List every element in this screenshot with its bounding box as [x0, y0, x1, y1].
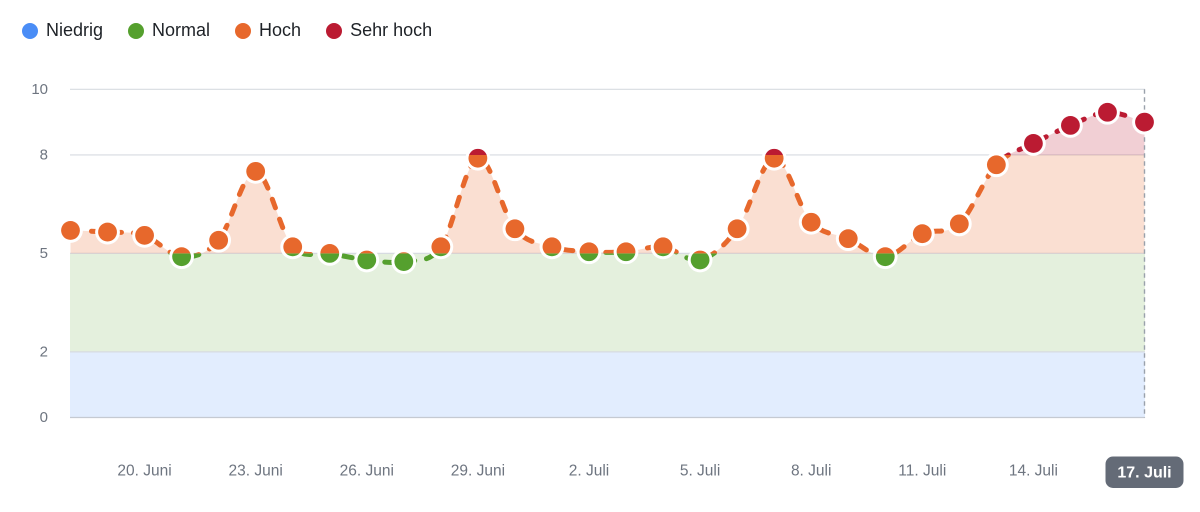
data-point[interactable]	[209, 230, 229, 250]
band-niedrig	[70, 351, 1145, 418]
legend-label: Niedrig	[46, 20, 104, 40]
data-point[interactable]	[246, 161, 266, 181]
data-point[interactable]	[431, 237, 450, 257]
data-point[interactable]	[394, 252, 414, 272]
data-point[interactable]	[542, 237, 562, 256]
legend-item-hoch: Hoch	[235, 20, 301, 41]
data-point[interactable]	[468, 149, 488, 168]
data-point[interactable]	[394, 252, 413, 271]
x-tick-label: 5. Juli	[680, 463, 721, 480]
data-point[interactable]	[1135, 112, 1154, 132]
data-point[interactable]	[431, 237, 451, 256]
data-point[interactable]	[653, 237, 673, 256]
legend-item-niedrig: Niedrig	[22, 20, 103, 41]
legend-label: Sehr hoch	[350, 20, 433, 40]
data-point[interactable]	[986, 155, 1006, 175]
selected-date-badge[interactable]	[1105, 456, 1184, 489]
data-point[interactable]	[1098, 102, 1117, 122]
data-point[interactable]	[579, 242, 599, 261]
data-point[interactable]	[320, 244, 340, 263]
data-point[interactable]	[616, 242, 636, 262]
data-point[interactable]	[579, 242, 599, 262]
data-point[interactable]	[875, 247, 895, 267]
y-tick-label: 10	[31, 81, 48, 98]
y-tick-label: 5	[40, 245, 48, 262]
data-point[interactable]	[838, 229, 858, 249]
data-point[interactable]	[876, 247, 895, 266]
data-point[interactable]	[1023, 134, 1043, 153]
data-point[interactable]	[1061, 116, 1080, 135]
data-point[interactable]	[283, 237, 303, 256]
area-fill-hoch	[70, 154, 1145, 254]
legend-label: Hoch	[259, 20, 302, 40]
legend-item-sehr-hoch: Sehr hoch	[326, 20, 432, 41]
data-point[interactable]	[949, 214, 969, 234]
data-point[interactable]	[912, 224, 932, 244]
data-point[interactable]	[468, 148, 487, 168]
data-point[interactable]	[505, 219, 525, 239]
data-point[interactable]	[98, 222, 117, 242]
data-point[interactable]	[135, 225, 154, 245]
y-tick-label: 0	[40, 409, 48, 426]
data-point[interactable]	[357, 251, 377, 270]
data-point[interactable]	[654, 237, 673, 257]
x-tick-label: 14. Juli	[1009, 463, 1058, 480]
data-point[interactable]	[690, 251, 710, 270]
selected-date-badge-label: 17. Juli	[1117, 465, 1171, 482]
data-point[interactable]	[543, 237, 562, 257]
data-point[interactable]	[727, 219, 747, 239]
legend-dot-normal	[128, 22, 145, 39]
y-tick-label: 2	[40, 343, 48, 360]
data-point[interactable]	[172, 247, 191, 266]
y-tick-label: 8	[40, 146, 48, 163]
legend-dot-hoch	[235, 22, 252, 39]
legend: Niedrig Normal Hoch Sehr hoch	[22, 20, 432, 41]
x-tick-label: 29. Juni	[451, 463, 505, 480]
data-point[interactable]	[172, 247, 192, 267]
x-tick-label: 26. Juni	[340, 463, 394, 480]
x-tick-label: 20. Juni	[117, 463, 171, 480]
data-point[interactable]	[616, 242, 636, 261]
x-tick-label: 11. Juli	[898, 463, 946, 480]
legend-dot-sehr-hoch	[326, 22, 343, 39]
data-point[interactable]	[691, 250, 710, 270]
data-point[interactable]	[801, 212, 821, 232]
legend-label: Normal	[152, 20, 211, 40]
data-point[interactable]	[357, 250, 376, 270]
x-tick-label: 8. Juli	[791, 463, 832, 480]
legend-item-normal: Normal	[128, 20, 210, 41]
legend-dot-niedrig	[22, 22, 38, 39]
data-point[interactable]	[765, 148, 784, 168]
band-normal	[70, 253, 1145, 352]
x-tick-label: 23. Juni	[229, 463, 283, 480]
x-tick-label: 2. Juli	[569, 463, 610, 480]
data-point[interactable]	[283, 237, 302, 257]
data-point[interactable]	[764, 149, 784, 168]
data-point[interactable]	[320, 244, 340, 263]
data-point[interactable]	[61, 221, 80, 240]
